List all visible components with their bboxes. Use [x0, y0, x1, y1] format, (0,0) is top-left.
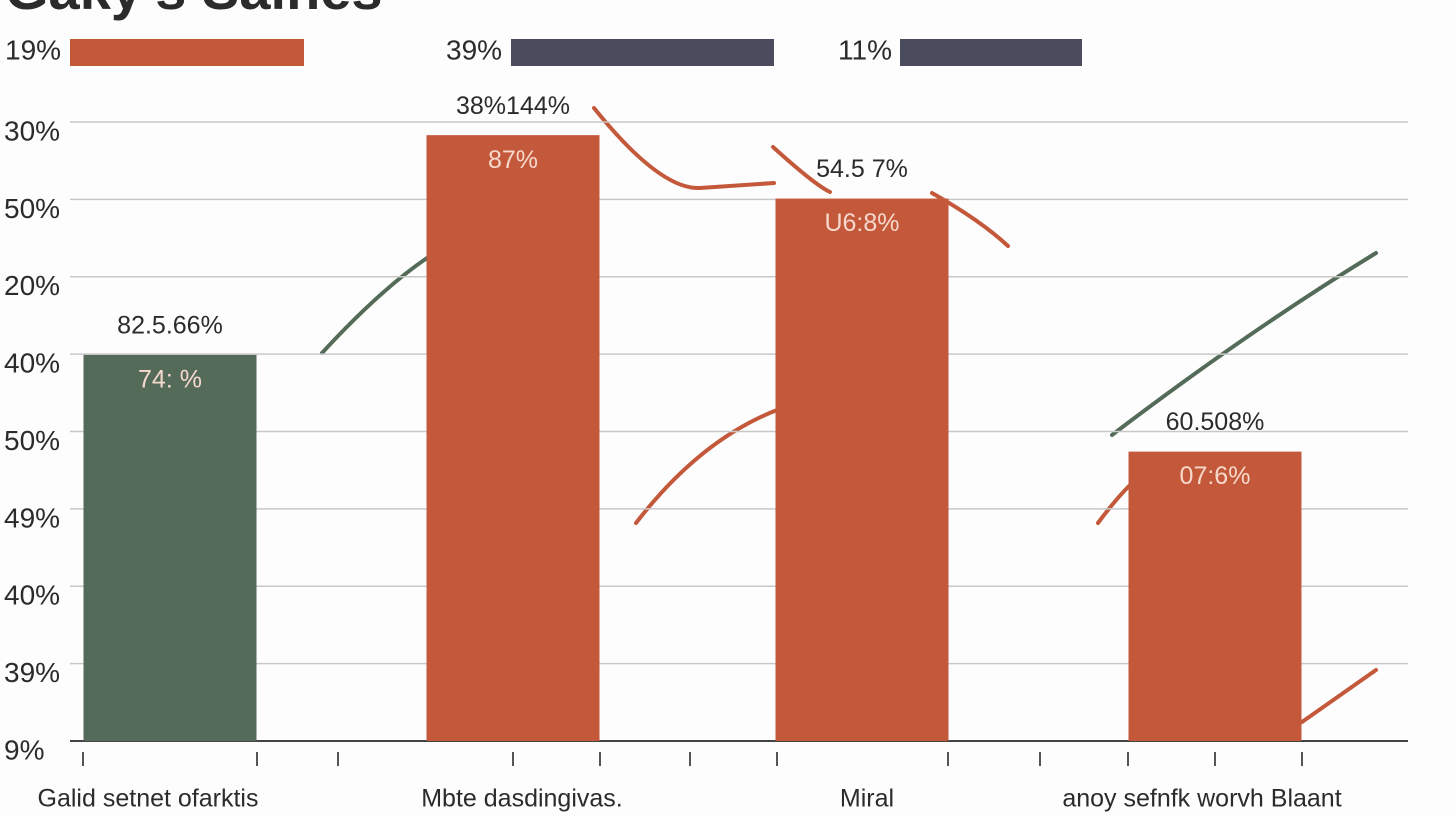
y-tick-label: 30%: [4, 115, 60, 146]
y-tick-label: 9%: [4, 734, 44, 765]
legend-label: 19%: [5, 34, 61, 65]
legend-label: 11%: [838, 34, 892, 65]
value-label: 54.5 7%: [816, 155, 908, 183]
legend-swatch: [900, 39, 1082, 66]
value-label: 60.508%: [1166, 408, 1265, 436]
bar: [83, 354, 257, 741]
decorative-curves: [320, 106, 1378, 724]
x-axis-ticks: [82, 752, 1303, 766]
bar: [426, 135, 600, 741]
y-tick-label: 50%: [4, 425, 60, 456]
y-tick-label: 40%: [4, 580, 60, 611]
x-tick-label: anoy sefnfk worvh Blaant: [1062, 785, 1341, 813]
legend-swatch: [511, 39, 774, 66]
y-tick-label: 49%: [4, 502, 60, 533]
y-tick-label: 40%: [4, 348, 60, 379]
bar: [775, 198, 949, 741]
inner-label: 87%: [488, 146, 538, 174]
y-tick-label: 50%: [4, 193, 60, 224]
x-tick-label: Mbte dasdingivas.: [421, 785, 623, 813]
bar: [1128, 451, 1302, 741]
value-label: 38%144%: [456, 92, 570, 120]
legend-swatch: [70, 39, 304, 66]
y-tick-label: 39%: [4, 657, 60, 688]
x-tick-label: Galid setnet ofarktis: [38, 785, 259, 813]
inner-label: 74: %: [138, 366, 202, 394]
legend-label: 39%: [446, 34, 502, 65]
chart-title: Gaky's Salnes: [5, 0, 383, 21]
x-tick-label: Miral: [840, 785, 894, 813]
y-tick-label: 20%: [4, 270, 60, 301]
inner-label: 07:6%: [1180, 462, 1251, 490]
inner-label: U6:8%: [824, 209, 899, 237]
value-label: 82.5.66%: [117, 312, 223, 340]
